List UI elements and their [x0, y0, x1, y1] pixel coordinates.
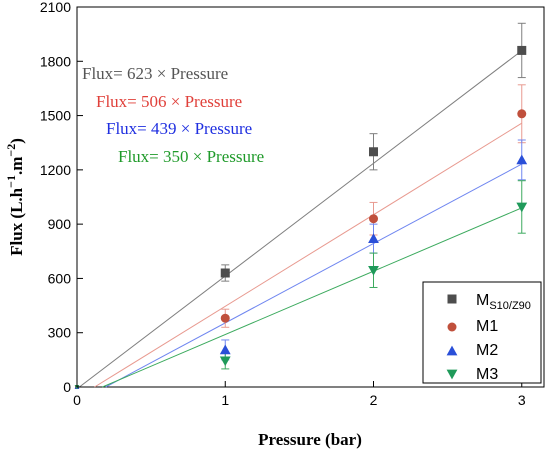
x-tick-label-2: 2 — [370, 392, 378, 408]
legend-marker-m2 — [446, 345, 458, 356]
fit-lines — [79, 50, 523, 388]
fit-line-m-s10-z90 — [79, 50, 523, 388]
legend-label-m3: M3 — [476, 366, 498, 383]
y-tick-label-600: 600 — [48, 270, 72, 286]
marker-m1-1 — [220, 313, 230, 323]
y-tick-label-0: 0 — [63, 379, 71, 395]
legend-marker-m1 — [447, 322, 457, 332]
legend: MS10/Z90 M1 M2 M3 — [422, 281, 542, 384]
marker-m-s10-z90-3 — [517, 45, 527, 55]
marker-m-s10-z90-2 — [369, 147, 379, 157]
y-axis-title: Flux (L.h−1.m−2) — [4, 138, 26, 256]
y-axis-ticks: 0 300 600 900 1200 1500 1800 2100 — [40, 0, 83, 395]
y-tick-label-2100: 2100 — [40, 0, 71, 15]
x-axis-ticks: 0 1 2 3 — [73, 381, 526, 408]
plot-frame — [76, 6, 545, 388]
fit-line-m1 — [94, 122, 523, 388]
marker-m2-1 — [219, 344, 231, 355]
marker-m1-3 — [517, 109, 527, 119]
legend-box — [422, 281, 542, 384]
equation-m-s10-z90: Flux= 623 × Pressure — [82, 64, 228, 83]
legend-label-m-s10-z90: MS10/Z90 — [476, 292, 531, 312]
y-tick-label-1200: 1200 — [40, 162, 71, 178]
x-tick-label-0: 0 — [73, 392, 81, 408]
y-tick-label-1800: 1800 — [40, 53, 71, 69]
x-tick-label-3: 3 — [518, 392, 526, 408]
equation-m1: Flux= 506 × Pressure — [96, 92, 242, 111]
equation-m3: Flux= 350 × Pressure — [118, 147, 264, 166]
marker-m3-2 — [368, 265, 379, 276]
marker-m-s10-z90-1 — [220, 268, 230, 278]
marker-m2-2 — [368, 233, 379, 243]
y-tick-label-900: 900 — [48, 216, 72, 232]
data-markers — [74, 45, 528, 390]
equation-m2: Flux= 439 × Pressure — [106, 119, 252, 138]
marker-m3-1 — [219, 356, 231, 367]
y-tick-label-1500: 1500 — [40, 108, 71, 124]
marker-m1-2 — [369, 214, 379, 224]
x-tick-label-1: 1 — [221, 392, 229, 408]
legend-label-m2: M2 — [476, 342, 498, 359]
legend-marker-m-s10-z90 — [447, 294, 457, 304]
legend-label-m1: M1 — [476, 318, 498, 335]
legend-marker-m3 — [446, 369, 458, 380]
y-tick-label-300: 300 — [48, 325, 72, 341]
marker-m3-3 — [516, 202, 528, 213]
fit-line-m2 — [105, 163, 522, 388]
x-axis-title: Pressure (bar) — [258, 430, 362, 449]
marker-m2-3 — [516, 154, 528, 165]
fit-line-m3 — [102, 207, 522, 388]
legend-markers — [446, 294, 458, 380]
